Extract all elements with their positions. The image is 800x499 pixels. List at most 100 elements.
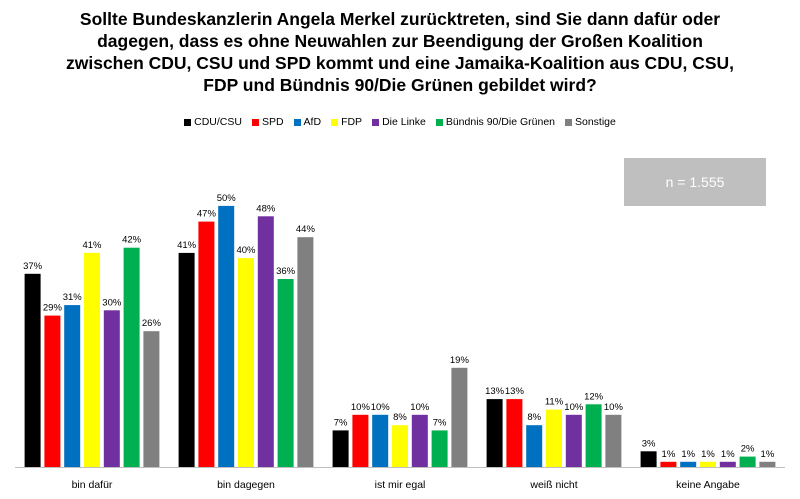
data-label: 2% <box>741 444 755 455</box>
data-label: 7% <box>433 417 447 428</box>
data-label: 41% <box>82 240 102 251</box>
category-label: weiß nicht <box>529 479 577 491</box>
data-label: 10% <box>564 402 584 413</box>
data-label: 41% <box>177 240 197 251</box>
bar <box>660 461 677 467</box>
data-label: 8% <box>393 412 407 423</box>
data-label: 36% <box>276 266 296 277</box>
legend-label: FDP <box>341 116 363 128</box>
legend-swatch <box>565 118 572 126</box>
data-label: 29% <box>43 303 63 314</box>
legend-swatch <box>251 118 259 126</box>
bar <box>352 414 369 467</box>
bar <box>585 404 602 467</box>
data-label: 11% <box>545 397 564 408</box>
legend-item: FDP <box>331 116 362 128</box>
sample-size-badge: n = 1.555 <box>624 158 766 206</box>
bar <box>143 331 160 467</box>
bar <box>297 237 314 467</box>
legend-label: Die Linke <box>382 116 426 128</box>
data-label: 10% <box>410 402 430 413</box>
bar <box>486 399 503 467</box>
bar <box>103 310 120 467</box>
data-label: 48% <box>256 203 276 214</box>
bar <box>392 425 408 467</box>
data-label: 50% <box>217 193 237 204</box>
legend-label: CDU/CSU <box>194 116 242 128</box>
bar <box>719 461 736 467</box>
legend-label: AfD <box>303 116 322 128</box>
data-label: 1% <box>761 449 775 460</box>
data-label: 19% <box>450 355 470 366</box>
bar <box>372 414 389 467</box>
data-label: 10% <box>371 402 391 413</box>
legend-item: Bündnis 90/Die Grünen <box>435 116 555 128</box>
data-label: 26% <box>142 318 162 329</box>
legend-swatch <box>372 118 380 126</box>
data-label: 3% <box>642 438 656 449</box>
bar <box>565 414 582 467</box>
bar <box>277 279 294 467</box>
data-label: 1% <box>701 449 715 460</box>
legend-label: Bündnis 90/Die Grünen <box>445 116 555 128</box>
bar <box>411 414 428 467</box>
data-label: 42% <box>122 235 142 246</box>
data-label: 1% <box>721 449 735 460</box>
category-label: ist mir egal <box>375 479 426 491</box>
data-label: 8% <box>527 412 541 423</box>
bar <box>84 252 100 467</box>
data-label: 47% <box>197 209 217 220</box>
category-label: bin dafür <box>72 479 113 491</box>
data-label: 30% <box>102 297 122 308</box>
bar <box>605 414 622 467</box>
bar <box>526 425 543 467</box>
bar <box>739 456 756 467</box>
legend-swatch <box>435 118 443 126</box>
bar <box>332 430 349 467</box>
bar <box>64 305 81 467</box>
chart-title: Sollte Bundeskanzlerin Angela Merkel zur… <box>65 9 735 95</box>
legend-item: CDU/CSU <box>184 116 242 128</box>
bar <box>238 258 254 467</box>
legend-item: Die Linke <box>372 116 426 128</box>
legend-swatch <box>331 118 339 126</box>
bar <box>123 247 140 467</box>
data-label: 44% <box>296 224 316 235</box>
bar <box>257 216 274 467</box>
legend-item: SPD <box>251 116 284 128</box>
data-label: 7% <box>334 417 348 428</box>
bar <box>506 399 523 467</box>
data-label: 13% <box>505 386 525 397</box>
legend-swatch <box>293 118 301 126</box>
category-label: bin dagegen <box>217 479 275 491</box>
bar <box>680 461 697 467</box>
bar <box>178 252 195 467</box>
data-label: 40% <box>236 245 256 256</box>
bar <box>451 367 468 467</box>
legend-label: SPD <box>261 116 284 128</box>
data-label: 31% <box>63 292 83 303</box>
legend: CDU/CSU SPD AfD FDP Die Linke Bündnis 90/Die … <box>0 116 800 128</box>
data-label: 1% <box>662 449 676 460</box>
data-label: 37% <box>23 261 43 272</box>
legend-item: Sonstige <box>565 116 616 128</box>
legend-item: AfD <box>293 116 322 128</box>
data-label: 1% <box>681 449 695 460</box>
data-label: 12% <box>584 391 604 402</box>
bar <box>431 430 448 467</box>
bar <box>218 205 235 467</box>
bar <box>546 409 562 467</box>
bar <box>24 273 41 467</box>
legend-swatch <box>184 118 192 126</box>
bar <box>759 461 776 467</box>
legend-label: Sonstige <box>575 116 616 128</box>
bar <box>640 451 657 467</box>
data-label: 13% <box>485 386 505 397</box>
bar <box>700 461 716 467</box>
data-label: 10% <box>351 402 371 413</box>
data-label: 10% <box>604 402 624 413</box>
bar <box>44 315 61 467</box>
bar <box>198 221 215 467</box>
category-label: keine Angabe <box>676 479 740 491</box>
